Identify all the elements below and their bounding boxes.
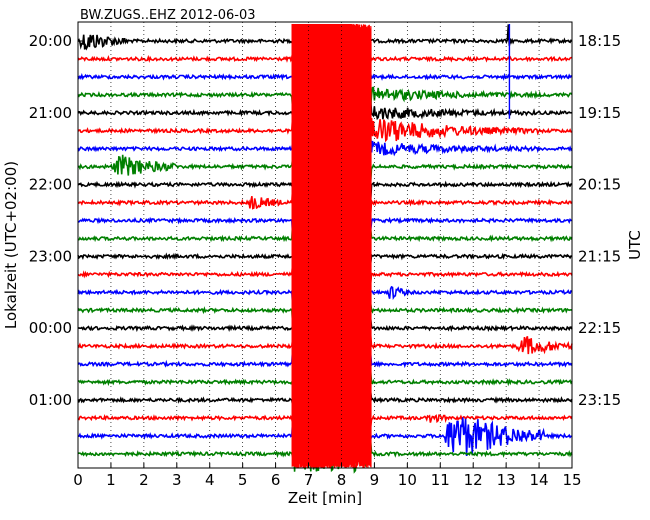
left-tick-label-5: 01:00 <box>29 391 72 409</box>
seismic-traces <box>77 24 573 474</box>
x-axis-label: Zeit [min] <box>288 489 362 507</box>
right-tick-label-5: 23:15 <box>578 391 621 409</box>
main-quake-signal <box>291 24 372 468</box>
left-tick-label-3: 23:00 <box>29 247 72 265</box>
main-quake <box>291 24 372 468</box>
x-tick-label-8: 8 <box>337 471 347 489</box>
left-tick-label-4: 00:00 <box>29 319 72 337</box>
x-tick-label-1: 1 <box>106 471 116 489</box>
x-tick-label-15: 15 <box>562 471 581 489</box>
right-tick-label-2: 20:15 <box>578 176 621 194</box>
right-tick-label-1: 19:15 <box>578 104 621 122</box>
x-tick-label-0: 0 <box>73 471 83 489</box>
right-axis: 18:15 19:15 20:15 21:15 22:15 23:15 <box>567 32 621 409</box>
x-axis: 0 1 2 3 4 5 6 7 8 9 10 11 12 13 14 15 <box>73 463 582 489</box>
right-tick-label-4: 22:15 <box>578 319 621 337</box>
x-tick-label-14: 14 <box>530 471 549 489</box>
left-tick-label-2: 22:00 <box>29 176 72 194</box>
x-tick-label-10: 10 <box>398 471 417 489</box>
left-axis: 20:00 21:00 22:00 23:00 00:00 01:00 <box>29 32 83 409</box>
x-tick-label-9: 9 <box>370 471 380 489</box>
x-tick-label-11: 11 <box>431 471 450 489</box>
left-axis-label: Lokalzeit (UTC+02:00) <box>2 161 20 329</box>
plot-frame <box>77 21 573 469</box>
right-axis-label: UTC <box>626 230 644 260</box>
x-tick-label-5: 5 <box>238 471 248 489</box>
left-tick-label-1: 21:00 <box>29 104 72 122</box>
x-tick-label-7: 7 <box>304 471 314 489</box>
right-tick-label-0: 18:15 <box>578 32 621 50</box>
x-tick-label-13: 13 <box>497 471 516 489</box>
x-tick-label-12: 12 <box>464 471 483 489</box>
x-tick-label-3: 3 <box>172 471 182 489</box>
x-tick-label-2: 2 <box>139 471 149 489</box>
right-tick-label-3: 21:15 <box>578 247 621 265</box>
x-tick-label-4: 4 <box>205 471 215 489</box>
left-tick-label-0: 20:00 <box>29 32 72 50</box>
x-tick-label-6: 6 <box>271 471 281 489</box>
chart-title: BW.ZUGS..EHZ 2012-06-03 <box>80 8 256 23</box>
